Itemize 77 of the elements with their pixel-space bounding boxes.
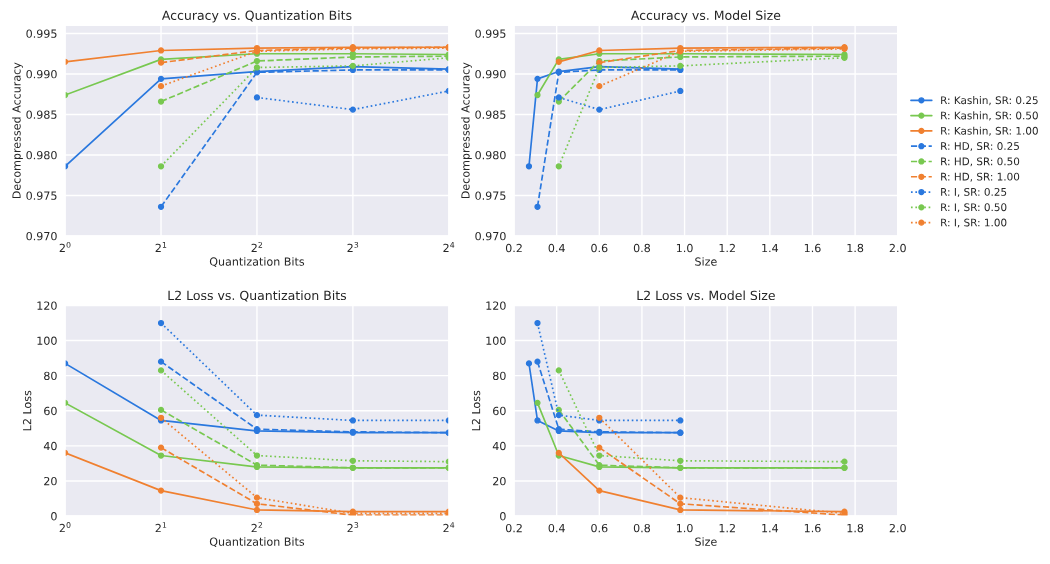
x-tick-label: 2$^{1}$ <box>155 242 167 252</box>
x-tick-label: 0.8 <box>633 523 651 533</box>
x-tick-label: 1.2 <box>719 243 735 253</box>
legend-label: R: Kashin, SR: 1.00 <box>941 126 1038 136</box>
y-tick-label: 60 <box>44 406 57 416</box>
x-tick-label: 0.8 <box>633 243 651 253</box>
x-tick-label: 2$^{2}$ <box>251 522 263 533</box>
chart-title: Accuracy vs. Model Size <box>630 10 781 23</box>
x-tick-label: 0.6 <box>591 243 608 253</box>
legend-label: R: HD, SR: 0.50 <box>941 157 1020 167</box>
y-tick-label: 0.995 <box>475 29 506 38</box>
chart-title: L2 Loss vs. Model Size <box>637 290 775 301</box>
x-tick-label: 1.4 <box>762 524 779 533</box>
y-tick-label: 80 <box>493 371 506 381</box>
chart-title: L2 Loss vs. Quantization Bits <box>168 290 347 302</box>
chart-title: Accuracy vs. Quantization Bits <box>161 10 352 23</box>
x-axis-title: Size <box>695 257 717 266</box>
x-axis-title: Quantization Bits <box>209 537 305 548</box>
y-tick-label: 20 <box>44 476 57 486</box>
x-tick-label: 0.6 <box>591 523 608 533</box>
legend-label: R: HD, SR: 0.25 <box>941 142 1019 152</box>
y-tick-label: 0 <box>51 512 57 521</box>
x-tick-label: 0.4 <box>548 243 565 253</box>
y-tick-label: 100 <box>486 336 506 345</box>
x-tick-label: 2$^{1}$ <box>155 522 167 533</box>
y-tick-label: 80 <box>44 371 57 381</box>
x-tick-label: 1.8 <box>847 243 864 253</box>
y-axis-title: L2 Loss <box>22 390 32 431</box>
y-axis-title: Decompressed Accuracy <box>461 62 472 199</box>
x-axis-title: Quantization Bits <box>209 257 305 268</box>
x-tick-label: 1.8 <box>847 523 864 533</box>
x-tick-label: 1.6 <box>804 523 821 533</box>
legend-label: R: I, SR: 0.50 <box>941 203 1007 213</box>
x-tick-label: 2.0 <box>889 523 906 533</box>
y-tick-label: 0.995 <box>26 29 57 38</box>
y-tick-label: 0.975 <box>475 191 506 200</box>
legend-label: R: I, SR: 0.25 <box>941 187 1007 197</box>
x-tick-label: 2.0 <box>889 243 906 253</box>
x-tick-label: 2$^{4}$ <box>443 242 455 252</box>
y-tick-label: 0.980 <box>26 150 57 160</box>
y-tick-label: 0.985 <box>475 110 506 119</box>
y-tick-label: 0.990 <box>26 69 57 79</box>
x-tick-label: 1.4 <box>762 243 779 253</box>
x-tick-label: 2$^{3}$ <box>347 241 359 252</box>
y-tick-label: 0.970 <box>475 231 506 241</box>
y-axis-title: Decompressed Accuracy <box>12 62 23 199</box>
y-tick-label: 0.990 <box>475 69 506 79</box>
y-axis-title: L2 Loss <box>471 390 481 431</box>
y-tick-label: 40 <box>43 441 57 451</box>
x-tick-label: 2$^{2}$ <box>251 241 263 252</box>
x-tick-label: 1.6 <box>804 243 821 253</box>
y-tick-label: 20 <box>493 476 506 486</box>
x-tick-label: 1.2 <box>719 523 735 533</box>
y-tick-label: 100 <box>37 336 57 345</box>
y-tick-label: 60 <box>493 406 506 416</box>
x-tick-label: 2$^{0}$ <box>59 522 71 533</box>
y-tick-label: 120 <box>37 301 57 310</box>
y-tick-label: 0.970 <box>26 231 57 241</box>
x-tick-label: 1.0 <box>676 243 693 253</box>
x-axis-title: Size <box>695 537 717 546</box>
x-tick-label: 2$^{0}$ <box>59 241 71 252</box>
legend-label: R: HD, SR: 1.00 <box>941 172 1020 182</box>
x-tick-label: 0.2 <box>505 523 522 533</box>
y-tick-label: 0 <box>500 512 506 521</box>
y-tick-label: 0.980 <box>475 150 506 160</box>
y-tick-label: 0.985 <box>26 110 57 119</box>
x-tick-label: 0.2 <box>505 243 522 253</box>
y-tick-label: 120 <box>486 301 506 310</box>
x-tick-label: 0.4 <box>548 523 565 533</box>
legend-label: R: I, SR: 1.00 <box>941 218 1007 228</box>
y-tick-label: 0.975 <box>26 191 57 200</box>
x-tick-label: 2$^{3}$ <box>347 522 359 533</box>
legend-label: R: Kashin, SR: 0.50 <box>941 111 1038 121</box>
y-tick-label: 40 <box>492 441 506 451</box>
legend-label: R: Kashin, SR: 0.25 <box>941 96 1038 106</box>
x-tick-label: 2$^{4}$ <box>443 522 455 533</box>
x-tick-label: 1.0 <box>676 523 693 533</box>
